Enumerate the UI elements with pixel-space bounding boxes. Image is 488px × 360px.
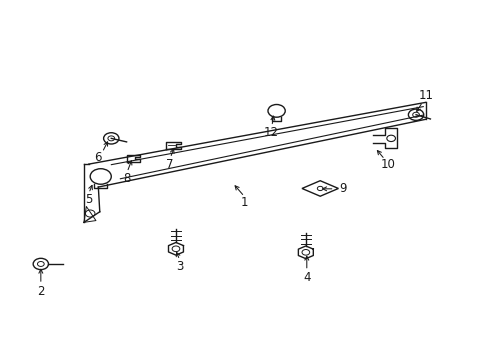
Text: 8: 8 xyxy=(123,172,130,185)
Text: 11: 11 xyxy=(418,89,433,102)
Text: 5: 5 xyxy=(85,193,92,206)
Text: 3: 3 xyxy=(176,260,183,273)
Text: 10: 10 xyxy=(380,158,395,171)
Text: 4: 4 xyxy=(303,270,310,284)
Text: 9: 9 xyxy=(338,182,346,195)
Text: 6: 6 xyxy=(94,150,102,163)
Text: 2: 2 xyxy=(37,285,44,298)
Text: 1: 1 xyxy=(240,197,248,210)
Text: 12: 12 xyxy=(263,126,278,139)
Text: 7: 7 xyxy=(166,158,174,171)
